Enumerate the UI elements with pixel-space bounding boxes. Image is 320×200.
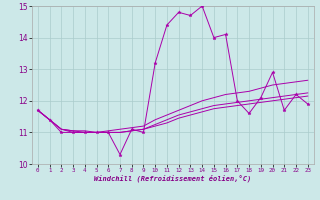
- X-axis label: Windchill (Refroidissement éolien,°C): Windchill (Refroidissement éolien,°C): [94, 175, 252, 182]
